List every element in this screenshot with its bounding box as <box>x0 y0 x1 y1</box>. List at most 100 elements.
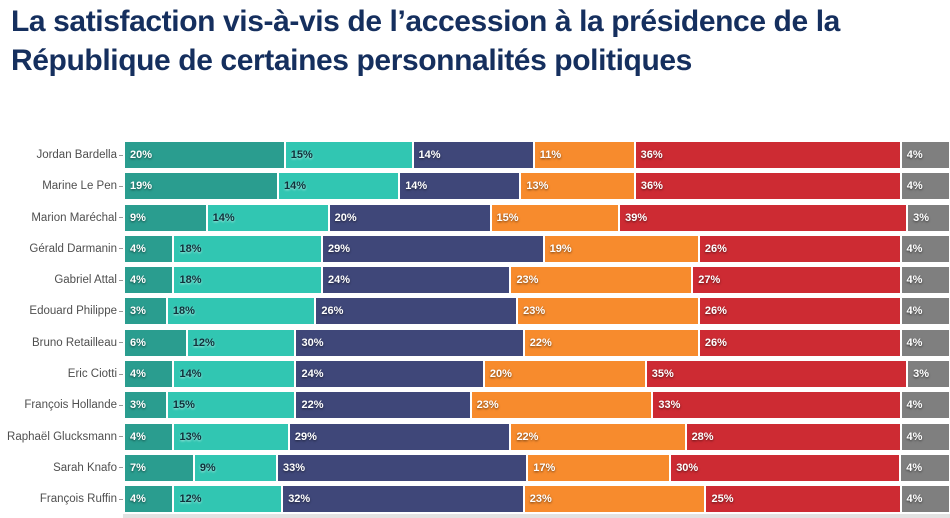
chart-row: Eric Ciotti 4% 14% 24% 20% 35% 3% <box>0 361 949 388</box>
segment-value-label: 12% <box>192 336 215 349</box>
category-label: Bruno Retailleau <box>31 336 117 349</box>
segment-value-label: 12% <box>179 493 202 506</box>
stacked-bar: 4% 13% 29% 22% 28% 4% <box>125 423 949 450</box>
segment-value-label: 20% <box>334 211 357 224</box>
stacked-bar: 7% 9% 33% 17% 30% 4% <box>125 454 949 481</box>
category-label: François Ruffin <box>39 493 117 506</box>
bar-segment-series-red: 36% <box>635 173 900 200</box>
bar-segment-series-gray: 4% <box>901 142 949 168</box>
bar-segment-series-orange: 17% <box>528 454 670 481</box>
chart-row: Edouard Philippe 3% 18% 26% 23% 26% 4% <box>0 298 949 325</box>
segment-value-label: 22% <box>301 399 324 412</box>
axis-tick <box>119 467 123 469</box>
bar-segment-series-orange: 23% <box>524 486 705 513</box>
segment-value-label: 4% <box>130 493 146 506</box>
axis-tick <box>119 342 123 344</box>
axis-tick <box>119 217 123 219</box>
cropped-next-row <box>123 514 950 518</box>
bar-segment-series-orange: 23% <box>511 267 692 294</box>
stacked-bar: 19% 14% 14% 13% 36% 4% <box>125 173 949 200</box>
segment-value-label: 26% <box>321 305 344 318</box>
segment-value-label: 18% <box>172 305 195 318</box>
bar-segment-series-orange: 11% <box>534 142 634 168</box>
chart-row: Jordan Bardella 20% 15% 14% 11% 36% 4% <box>0 142 949 168</box>
stacked-bar: 4% 12% 32% 23% 25% 4% <box>125 486 949 513</box>
axis-tick <box>119 310 123 312</box>
bar-segment-series-turquoise: 18% <box>174 267 322 294</box>
segment-value-label: 7% <box>130 461 146 474</box>
segment-value-label: 24% <box>301 368 324 381</box>
segment-value-label: 36% <box>640 180 663 193</box>
segment-value-label: 23% <box>523 305 546 318</box>
bar-segment-series-navy: 29% <box>289 423 510 450</box>
bar-segment-series-turquoise: 12% <box>187 329 295 356</box>
stacked-bar: 9% 14% 20% 15% 39% 3% <box>125 204 949 231</box>
bar-segment-series-navy: 14% <box>400 173 520 200</box>
bar-segment-series-navy: 20% <box>329 204 490 231</box>
segment-value-label: 4% <box>130 430 146 443</box>
bar-segment-series-teal: 4% <box>125 423 173 450</box>
segment-value-label: 15% <box>172 399 195 412</box>
axis-tick <box>119 373 123 375</box>
stacked-bar: 3% 15% 22% 23% 33% 4% <box>125 392 949 419</box>
segment-value-label: 4% <box>906 399 923 412</box>
category-label: Marion Maréchal <box>31 211 117 224</box>
segment-value-label: 19% <box>130 180 153 193</box>
category-label: François Hollande <box>24 399 117 412</box>
segment-value-label: 14% <box>179 368 202 381</box>
axis-tick <box>119 185 123 187</box>
segment-value-label: 26% <box>704 242 727 255</box>
bar-segment-series-orange: 23% <box>471 392 652 419</box>
chart-row: François Ruffin 4% 12% 32% 23% 25% 4% <box>0 486 949 513</box>
bar-segment-series-navy: 33% <box>278 454 527 481</box>
bar-segment-series-orange: 23% <box>518 298 698 325</box>
segment-value-label: 3% <box>130 399 146 412</box>
bar-segment-series-turquoise: 15% <box>285 142 412 168</box>
segment-value-label: 20% <box>489 368 512 381</box>
category-label: Eric Ciotti <box>67 368 117 381</box>
bar-segment-series-turquoise: 18% <box>174 235 322 262</box>
stacked-bar: 4% 18% 29% 19% 26% 4% <box>125 235 949 262</box>
bar-segment-series-navy: 24% <box>296 361 483 388</box>
segment-value-label: 29% <box>328 242 351 255</box>
bar-segment-series-red: 39% <box>620 204 907 231</box>
segment-value-label: 39% <box>625 211 648 224</box>
category-label: Edouard Philippe <box>29 305 117 318</box>
stacked-bar: 4% 14% 24% 20% 35% 3% <box>125 361 949 388</box>
stacked-bar: 6% 12% 30% 22% 26% 4% <box>125 329 949 356</box>
chart-row: Marine Le Pen 19% 14% 14% 13% 36% 4% <box>0 173 949 200</box>
bar-segment-series-navy: 26% <box>316 298 517 325</box>
segment-value-label: 17% <box>533 461 556 474</box>
bar-segment-series-teal: 4% <box>125 361 173 388</box>
segment-value-label: 4% <box>130 242 146 255</box>
bar-segment-series-orange: 22% <box>511 423 685 450</box>
bar-segment-series-turquoise: 14% <box>174 361 295 388</box>
segment-value-label: 4% <box>906 336 923 349</box>
segment-value-label: 28% <box>691 430 714 443</box>
segment-value-label: 29% <box>294 430 317 443</box>
segment-value-label: 11% <box>539 149 562 161</box>
bar-segment-series-turquoise: 12% <box>174 486 282 513</box>
segment-value-label: 23% <box>529 493 552 506</box>
bar-segment-series-red: 26% <box>699 298 900 325</box>
category-label: Jordan Bardella <box>36 149 117 161</box>
segment-value-label: 23% <box>476 399 499 412</box>
segment-value-label: 9% <box>199 461 216 474</box>
bar-segment-series-teal: 7% <box>125 454 193 481</box>
bar-segment-series-turquoise: 13% <box>174 423 288 450</box>
segment-value-label: 26% <box>704 336 727 349</box>
bar-segment-series-red: 26% <box>699 235 900 262</box>
chart-row: Gabriel Attal 4% 18% 24% 23% 27% 4% <box>0 267 949 294</box>
chart-row: François Hollande 3% 15% 22% 23% 33% 4% <box>0 392 949 419</box>
segment-value-label: 20% <box>130 149 153 161</box>
bar-segment-series-gray: 4% <box>901 423 949 450</box>
chart-title: La satisfaction vis-à-vis de l’accession… <box>11 5 840 77</box>
bar-segment-series-teal: 4% <box>125 235 173 262</box>
segment-value-label: 26% <box>704 305 727 318</box>
chart-row: Gérald Darmanin 4% 18% 29% 19% 26% 4% <box>0 235 949 262</box>
bar-segment-series-red: 36% <box>635 142 900 168</box>
bar-segment-series-gray: 4% <box>901 486 949 513</box>
segment-value-label: 30% <box>301 336 324 349</box>
segment-value-label: 14% <box>212 211 235 224</box>
